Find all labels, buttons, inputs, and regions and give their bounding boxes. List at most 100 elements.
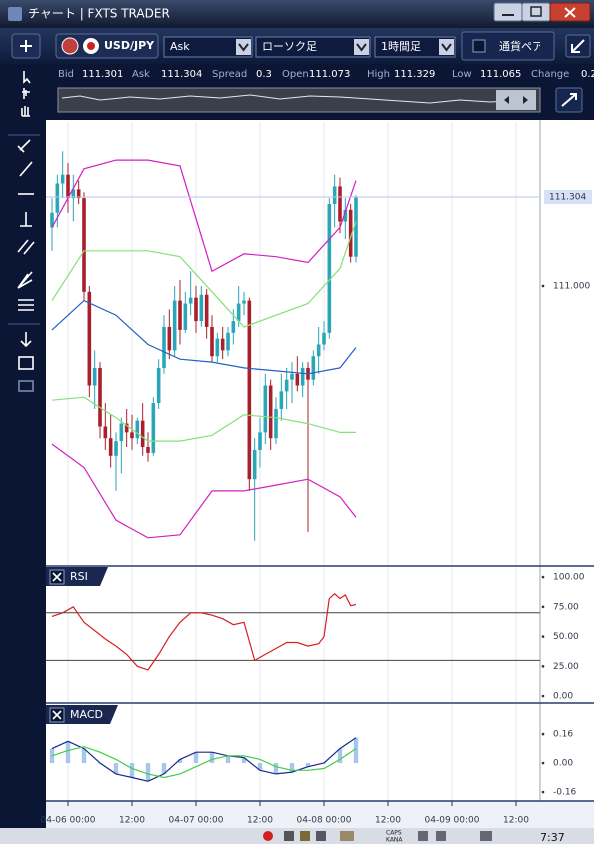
tray-icon[interactable] xyxy=(300,831,310,841)
chart-type-select[interactable] xyxy=(255,36,371,58)
candle-body xyxy=(146,447,150,453)
histogram-bar xyxy=(161,763,167,774)
x-tick-label: 04-06 00:00 xyxy=(41,816,96,826)
rsi-title: RSI xyxy=(70,570,88,583)
trendline-tool[interactable] xyxy=(19,161,33,177)
histogram-bar xyxy=(193,752,199,764)
candle-body xyxy=(92,367,97,386)
flag-jp-dot xyxy=(87,42,95,50)
y-tick-label: 75.00 xyxy=(553,602,579,612)
pair-button-label: 通貨ペア xyxy=(499,39,543,53)
histogram-bar xyxy=(289,763,295,773)
candle-body xyxy=(343,209,348,222)
timeframe-select[interactable] xyxy=(374,36,456,58)
tray-icon[interactable] xyxy=(284,831,294,841)
quote-label: Ask xyxy=(132,69,150,80)
histogram-bar xyxy=(145,763,151,782)
quote-value: 111.329 xyxy=(394,69,435,80)
quote-label: Bid xyxy=(58,69,74,80)
series-line xyxy=(51,746,357,779)
camera-tool[interactable] xyxy=(18,380,34,392)
candle-body xyxy=(252,449,257,480)
pair-button-mask xyxy=(540,34,552,46)
symbol-button[interactable] xyxy=(55,33,159,59)
overview-bar xyxy=(57,87,541,113)
candle-body xyxy=(50,212,54,228)
fibo-tool[interactable] xyxy=(18,299,34,311)
tray-icon[interactable] xyxy=(480,831,492,841)
candle-body xyxy=(82,198,86,292)
candle-body xyxy=(210,326,214,357)
tray-icon[interactable] xyxy=(316,831,326,841)
series-line xyxy=(51,737,357,782)
channel-tool[interactable] xyxy=(17,239,35,255)
pair-checkbox[interactable] xyxy=(472,39,486,53)
histogram-bar xyxy=(49,748,55,764)
macd-panel xyxy=(46,703,594,801)
y-tick-label: 100.00 xyxy=(553,573,585,583)
candle-body xyxy=(284,379,289,392)
histogram-bar xyxy=(65,741,71,764)
dropdown-arrow-box xyxy=(439,39,454,55)
histogram-bar xyxy=(241,757,247,764)
quote-value: 111.301 xyxy=(82,69,123,80)
candle-body xyxy=(247,300,252,480)
candle-body xyxy=(60,174,65,184)
quote-group: Bid 111.301 Ask 111.304 Spread 0.3 Open 111.073… xyxy=(58,69,594,80)
series-line xyxy=(51,221,357,328)
candle-body xyxy=(338,186,342,222)
histogram-bar xyxy=(273,763,279,774)
candle-body xyxy=(220,338,225,351)
quote-label: High xyxy=(367,69,390,80)
candle-body xyxy=(172,300,177,351)
y-tick xyxy=(541,665,545,668)
candle-body xyxy=(87,291,92,386)
candle-body xyxy=(322,332,326,345)
minimize-button[interactable] xyxy=(493,2,523,22)
series-line xyxy=(51,593,357,671)
quote-value: 0.2 xyxy=(581,69,594,80)
candle-body xyxy=(178,300,182,330)
quote-value: 111.304 xyxy=(161,69,202,80)
x-tick-label: 12:00 xyxy=(247,816,273,826)
candle-body xyxy=(295,373,300,386)
hand-tool[interactable] xyxy=(21,106,30,117)
candle-body xyxy=(119,423,124,442)
maximize-icon xyxy=(530,6,542,17)
candle-body xyxy=(204,294,209,327)
download-tool[interactable] xyxy=(20,332,32,348)
candle-body xyxy=(226,332,230,351)
histogram-bar xyxy=(225,755,231,764)
price-side-select[interactable] xyxy=(163,36,253,58)
quote-value: 111.073 xyxy=(309,69,350,80)
list-tool[interactable] xyxy=(18,356,34,370)
candle-body xyxy=(332,186,337,204)
close-icon xyxy=(564,7,576,18)
histogram-bar xyxy=(257,763,263,771)
y-tick xyxy=(541,790,545,794)
tray-icon[interactable] xyxy=(263,831,273,841)
vline-tool[interactable] xyxy=(20,212,32,227)
candle-body xyxy=(327,203,332,333)
overview-window[interactable] xyxy=(496,90,536,110)
pointer-tool[interactable] xyxy=(23,71,31,84)
crosshair-tool[interactable] xyxy=(22,88,30,99)
fan-tool[interactable] xyxy=(17,271,33,289)
undock-icon xyxy=(571,39,585,53)
tray-icon[interactable] xyxy=(340,831,354,841)
maximize-button[interactable] xyxy=(521,2,551,22)
tray-icon[interactable] xyxy=(418,831,428,841)
candle-body xyxy=(76,189,81,199)
y-tick xyxy=(541,694,545,698)
candle-body xyxy=(311,356,316,380)
tray-icon[interactable] xyxy=(436,831,446,841)
candle-body xyxy=(114,441,118,456)
histogram-bar xyxy=(113,763,119,774)
pair-button[interactable] xyxy=(461,31,555,61)
y-tick xyxy=(541,732,545,736)
candle-body xyxy=(242,300,246,304)
dropdown-arrow xyxy=(356,43,367,52)
x-tick-label: 04-08 00:00 xyxy=(297,816,352,826)
candle-body xyxy=(236,303,241,322)
pen-tool[interactable] xyxy=(17,139,31,153)
